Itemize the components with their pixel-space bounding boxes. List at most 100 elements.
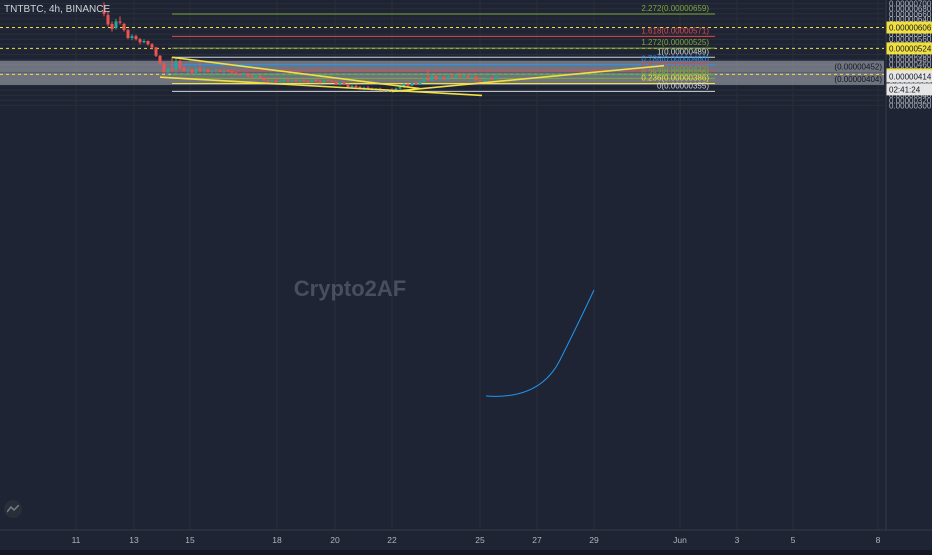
candle-body (306, 80, 310, 82)
candle-body (186, 69, 190, 71)
candle-body (106, 15, 110, 25)
candle-body (394, 88, 398, 91)
candle-body (458, 74, 462, 77)
candle-body (326, 79, 330, 81)
time-tick-label: 25 (475, 535, 485, 545)
candle-body (130, 36, 134, 38)
candle-body (434, 75, 438, 79)
time-tick-label: 3 (735, 535, 740, 545)
fib-level-label: 0(0.00000355) (657, 81, 709, 90)
trendline (391, 64, 665, 93)
candle-body (270, 80, 274, 82)
fib-level-label: 0.382(0.00000406) (641, 68, 709, 77)
fib-level-label: 0.786(0.00000460) (641, 55, 709, 64)
candle-body (318, 80, 322, 83)
candle-body (178, 60, 182, 68)
candle-body (486, 78, 490, 80)
candle-body (430, 75, 434, 80)
candle-body (126, 30, 130, 38)
candle-body (190, 69, 194, 73)
price-tick-label: 0.00000700 (889, 0, 932, 9)
candle-body (202, 69, 206, 71)
time-tick-label: Jun (673, 535, 687, 545)
candle-body (438, 77, 442, 79)
price-tag-label: 0.00000606 (889, 24, 932, 33)
candle-body (322, 79, 326, 83)
tradingview-logo-icon[interactable] (4, 500, 22, 518)
candle-body (354, 86, 358, 88)
candle-body (174, 60, 178, 70)
candle-body (310, 79, 314, 82)
trendline (159, 76, 483, 97)
time-tick-label: 29 (589, 535, 599, 545)
zone-label: (0.00000404) (834, 75, 882, 84)
candle-body (474, 76, 478, 80)
time-axis (0, 530, 932, 550)
candle-body (110, 23, 114, 30)
time-tick-label: 5 (791, 535, 796, 545)
support-resistance-zone (0, 72, 884, 85)
symbol-title: TNTBTC, 4h, BINANCE (4, 4, 111, 15)
candle-body (298, 80, 302, 82)
time-tick-label: 15 (185, 535, 195, 545)
candle-body (286, 79, 290, 81)
price-tick-label: 0.00000500 (889, 51, 932, 60)
candle-body (290, 79, 294, 81)
price-tick-label: 0.00000680 (889, 5, 932, 14)
candle-body (426, 78, 430, 80)
candle-body (454, 74, 458, 78)
fib-level-label: 1.272(0.00000525) (641, 38, 709, 47)
price-tick-label: 0.00000480 (889, 56, 932, 65)
candle-body (446, 76, 450, 80)
candle-body (442, 77, 446, 80)
candle-body (338, 82, 342, 85)
fib-level-label: 0.5(0.00000422) (650, 64, 709, 73)
candle-body (134, 36, 138, 40)
candle-body (226, 70, 230, 72)
time-tick-label: 8 (876, 535, 881, 545)
candle-body (170, 68, 174, 70)
candle-body (194, 68, 198, 73)
candle-body (350, 86, 354, 88)
candle-body (162, 63, 166, 73)
candle-body (402, 84, 406, 88)
watermark-text: Crypto2AF (294, 276, 406, 301)
candle-body (142, 41, 146, 43)
current-price-tag (886, 70, 932, 83)
candle-body (466, 75, 470, 78)
candle-body (254, 75, 258, 78)
price-tick-label: 0.00000340 (889, 91, 932, 100)
candle-body (118, 21, 122, 23)
candle-body (314, 79, 318, 81)
fib-level-label: 0.618(0.00000438) (641, 60, 709, 69)
fib-level-label: 1.618(0.00000571) (641, 26, 709, 35)
candle-body (102, 11, 106, 14)
projection-curve (485, 289, 595, 397)
candle-body (222, 70, 226, 72)
candle-body (294, 79, 298, 82)
support-resistance-zone (0, 60, 884, 73)
price-tick-label: 0.00000660 (889, 10, 932, 19)
candle-body (418, 81, 422, 85)
candle-body (422, 78, 426, 82)
price-tick-label: 0.00000560 (889, 35, 932, 44)
fib-level-label: 2.272(0.00000659) (641, 4, 709, 13)
candle-body (450, 76, 454, 78)
candle-body (166, 68, 170, 73)
price-tick-label: 0.00000640 (889, 15, 932, 24)
candle-body (262, 77, 266, 80)
time-tick-label: 22 (387, 535, 397, 545)
candle-body (250, 76, 254, 78)
candle-body (470, 76, 474, 78)
candle-body (330, 80, 334, 82)
candle-body (238, 73, 242, 75)
candle-body (482, 79, 486, 82)
candle-body (158, 55, 162, 64)
candle-body (234, 72, 238, 74)
candle-body (406, 84, 410, 86)
fib-level-label: 0.236(0.00000386) (641, 74, 709, 83)
candle-body (206, 69, 210, 72)
candle-body (154, 47, 158, 56)
